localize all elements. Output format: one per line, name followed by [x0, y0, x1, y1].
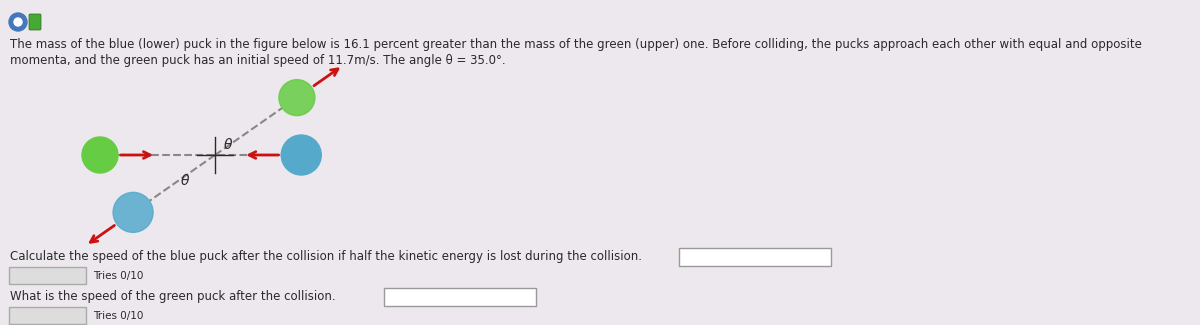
- Circle shape: [278, 80, 314, 116]
- FancyBboxPatch shape: [384, 288, 536, 306]
- Text: Submit Answer: Submit Answer: [10, 270, 84, 280]
- Text: momenta, and the green puck has an initial speed of 11.7m/s. The angle θ = 35.0°: momenta, and the green puck has an initi…: [10, 54, 505, 67]
- Text: Submit Answer: Submit Answer: [10, 310, 84, 320]
- Circle shape: [14, 18, 22, 26]
- Circle shape: [113, 192, 154, 232]
- Text: $\theta$: $\theta$: [223, 137, 233, 152]
- FancyBboxPatch shape: [679, 248, 830, 266]
- Text: Tries 0/10: Tries 0/10: [94, 270, 143, 280]
- Text: $\theta$: $\theta$: [180, 173, 191, 188]
- Text: The mass of the blue (lower) puck in the figure below is 16.1 percent greater th: The mass of the blue (lower) puck in the…: [10, 38, 1142, 51]
- Circle shape: [82, 137, 118, 173]
- Text: Calculate the speed of the blue puck after the collision if half the kinetic ene: Calculate the speed of the blue puck aft…: [10, 250, 642, 263]
- Circle shape: [281, 135, 322, 175]
- Text: Tries 0/10: Tries 0/10: [94, 310, 143, 320]
- Text: What is the speed of the green puck after the collision.: What is the speed of the green puck afte…: [10, 290, 336, 303]
- Circle shape: [10, 13, 28, 31]
- FancyBboxPatch shape: [10, 267, 86, 284]
- FancyBboxPatch shape: [10, 307, 86, 324]
- FancyBboxPatch shape: [29, 14, 41, 30]
